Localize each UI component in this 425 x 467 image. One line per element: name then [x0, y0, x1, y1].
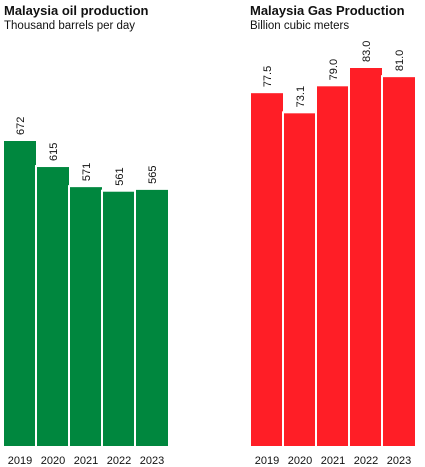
bar-2022	[101, 189, 137, 449]
bar-2019	[249, 91, 285, 448]
bar-2021	[315, 84, 351, 448]
data-label-2023: 81.0	[394, 50, 406, 71]
data-label-2021: 571	[81, 163, 93, 181]
bar-2023	[134, 187, 170, 448]
x-tick-label: 2020	[41, 455, 65, 467]
x-tick-label: 2021	[74, 455, 98, 467]
bar-2023	[381, 75, 417, 449]
bar-2021	[68, 185, 104, 449]
bar-2022	[348, 66, 384, 448]
x-tick-label: 2020	[288, 455, 312, 467]
data-label-2022: 83.0	[361, 41, 373, 62]
bar-2019	[2, 139, 38, 448]
oil-production-chart: Malaysia oil production Thousand barrels…	[0, 0, 212, 467]
x-tick-label: 2021	[321, 455, 345, 467]
bar-2020	[35, 165, 71, 448]
data-label-2019: 672	[15, 117, 27, 135]
chart-subtitle: Thousand barrels per day	[4, 20, 136, 32]
chart-title: Malaysia Gas Production	[250, 3, 405, 18]
data-label-2019: 77.5	[262, 66, 274, 87]
data-label-2021: 79.0	[328, 59, 340, 80]
x-tick-label: 2023	[387, 455, 411, 467]
data-label-2020: 615	[48, 143, 60, 161]
chart-title: Malaysia oil production	[4, 3, 149, 18]
x-tick-label: 2023	[140, 455, 164, 467]
oil-chart-plot: 672 2019 615 2020 571 2021 561 2022 565 2023	[2, 117, 170, 467]
gas-chart-plot: 77.5 2019 73.1 2020 79.0 2021 83.0 2022 81.0 2023	[249, 41, 417, 467]
x-tick-label: 2019	[255, 455, 279, 467]
chart-subtitle: Billion cubic meters	[250, 20, 350, 32]
x-tick-label: 2019	[8, 455, 32, 467]
x-tick-label: 2022	[354, 455, 378, 467]
data-label-2020: 73.1	[295, 86, 307, 107]
x-tick-label: 2022	[107, 455, 131, 467]
bar-2020	[282, 111, 318, 449]
data-label-2022: 561	[114, 167, 126, 185]
data-label-2023: 565	[147, 166, 159, 184]
gas-production-chart: Malaysia Gas Production Billion cubic me…	[212, 0, 425, 467]
